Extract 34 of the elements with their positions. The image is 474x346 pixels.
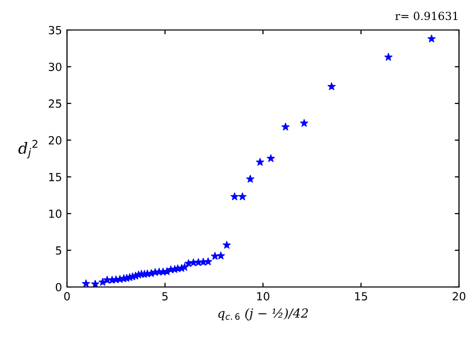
text: r= 0.91631 <box>395 12 458 20</box>
x-tick-label: 5 <box>162 292 168 300</box>
point <box>189 258 198 266</box>
x-tick-label: 10 <box>257 292 270 300</box>
point <box>204 257 212 266</box>
point <box>428 34 436 42</box>
point <box>180 262 189 271</box>
point <box>328 82 336 90</box>
point <box>230 192 239 200</box>
y-tick-label: 35 <box>48 26 62 34</box>
point <box>266 154 275 162</box>
point <box>246 174 254 183</box>
point <box>222 240 231 249</box>
y-tick-label: 20 <box>48 136 62 145</box>
x-tick-label: 15 <box>355 292 368 300</box>
point <box>216 252 225 260</box>
point <box>256 158 264 166</box>
x-tick-label: 0 <box>64 292 70 300</box>
y-tick-label: 5 <box>56 246 62 255</box>
point <box>300 119 308 127</box>
point <box>384 52 392 61</box>
y-tick-label: 0 <box>56 282 62 292</box>
x-tick-label: 20 <box>452 292 466 300</box>
y-tick-label: 10 <box>49 210 62 218</box>
x-axis-title: q$_{c.6}$ (j − ½)/42 <box>218 308 308 320</box>
point <box>91 280 100 287</box>
y-tick-label: 15 <box>49 172 62 182</box>
y-tick-label: 30 <box>48 62 62 72</box>
y-axis-title: d$_{j}$$^{2}$ <box>18 140 38 158</box>
point <box>282 122 290 130</box>
point <box>238 192 246 200</box>
point <box>82 279 90 287</box>
y-tick-label: 25 <box>48 99 62 108</box>
point <box>210 252 220 260</box>
